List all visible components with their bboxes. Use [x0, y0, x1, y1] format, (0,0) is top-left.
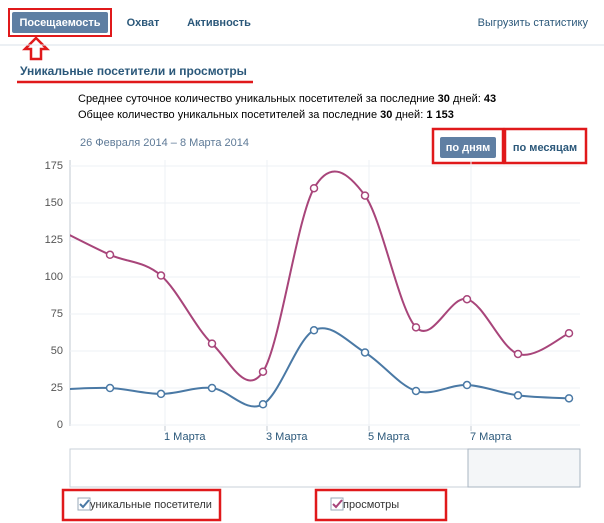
arrow: [21, 36, 51, 61]
checkmark: [332, 499, 343, 509]
point: [156, 389, 166, 399]
highlight: [431, 127, 505, 165]
point: [411, 323, 421, 332]
section-title: Уникальные посетители и просмотры: [20, 64, 247, 78]
button[interactable]: [440, 137, 496, 158]
export-link[interactable]: Выгрузить статистику: [478, 17, 589, 29]
point: [258, 400, 268, 409]
x-tick-label: 3 Марта: [266, 431, 308, 443]
checkmark: [79, 499, 90, 509]
button-label[interactable]: по месяцам: [513, 142, 577, 154]
stat: Общее количество уникальных посетителей …: [78, 109, 454, 121]
x-tick-label: 1 Марта: [164, 431, 206, 443]
plot: [70, 170, 574, 409]
stat: Среднее суточное количество уникальных п…: [78, 93, 496, 105]
point: [258, 367, 268, 376]
navigator-window[interactable]: [467, 448, 581, 488]
date-range: 26 Февраля 2014 – 8 Марта 2014: [80, 137, 249, 149]
point: [156, 271, 166, 280]
point: [462, 294, 472, 304]
point: [309, 183, 319, 193]
point: [513, 349, 523, 359]
point: [360, 191, 370, 200]
y-tick-label: 50: [51, 345, 63, 357]
x-tick-label: 5 Марта: [368, 431, 410, 443]
y-tick-label: 25: [51, 382, 63, 394]
button-label[interactable]: по дням: [446, 142, 491, 154]
highlight: [8, 8, 112, 37]
tab[interactable]: Активность: [187, 17, 251, 29]
x-tick-label: 7 Марта: [470, 431, 512, 443]
point: [411, 386, 421, 396]
point: [105, 250, 115, 260]
point: [564, 328, 574, 338]
point: [462, 380, 472, 390]
legend-label: просмотры: [343, 499, 399, 511]
y-tick-label: 150: [45, 197, 63, 209]
point: [564, 394, 574, 403]
highlight: [314, 488, 448, 522]
point: [207, 383, 217, 393]
point: [360, 348, 370, 357]
point: [309, 326, 319, 335]
y-tick-label: 0: [57, 419, 63, 431]
y-tick-label: 100: [45, 271, 63, 283]
tab[interactable]: Посещаемость: [19, 17, 100, 29]
y-tick-label: 175: [45, 160, 63, 172]
highlight: [61, 488, 222, 522]
y-tick-label: 125: [45, 234, 63, 246]
legend-label: уникальные посетители: [90, 499, 212, 511]
point: [105, 383, 115, 393]
y-tick-label: 75: [51, 308, 63, 320]
tab[interactable]: Охват: [127, 17, 160, 29]
series-line: [70, 327, 570, 408]
point: [513, 391, 523, 400]
active-tab[interactable]: [12, 12, 108, 33]
highlight: [503, 127, 588, 165]
point: [207, 339, 217, 348]
